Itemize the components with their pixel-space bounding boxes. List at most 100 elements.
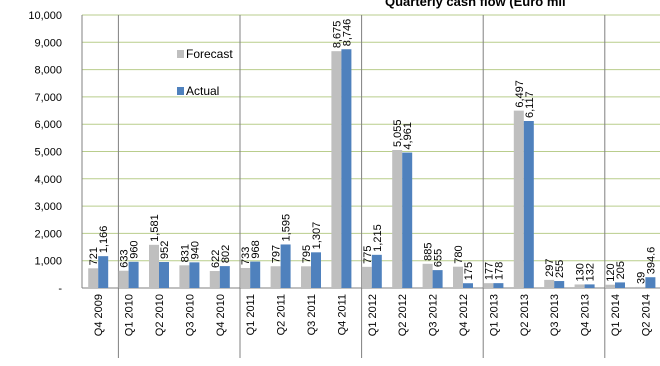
legend-label: Forecast [186,47,233,61]
legend-swatch [177,50,184,58]
bars [88,49,656,289]
forecast-data-label: 120 [605,263,617,281]
forecast-data-label: 297 [544,259,556,277]
forecast-bar [209,271,220,288]
x-tick-label: Q2 2011 [276,294,288,335]
forecast-bar [301,266,311,288]
x-tick-label: Q4 2013 [580,294,592,336]
forecast-data-label: 1,581 [149,214,161,242]
forecast-data-label: 5,055 [392,119,404,147]
forecast-bar [361,266,372,288]
y-tick-label: 3,000 [34,201,62,213]
actual-data-label: 952 [159,241,171,259]
legend: Forecast Actual [177,47,233,98]
forecast-data-label: 177 [483,262,495,280]
forecast-bar [544,279,555,288]
actual-data-label: 960 [129,240,141,258]
actual-data-label: 6,117 [524,91,536,118]
forecast-bar [149,244,159,288]
y-tick-label: 10,000 [28,10,62,22]
x-tick-label: Q4 2010 [215,294,227,336]
y-tick-label: - [58,283,62,295]
forecast-data-label: 633 [119,249,131,267]
x-tick-label: Q3 2011 [306,294,318,335]
x-tick-label: Q1 2010 [124,294,136,336]
forecast-bar [422,263,433,288]
actual-bar [98,256,109,288]
actual-data-label: 175 [463,262,475,280]
y-tick-label: 7,000 [34,92,62,104]
forecast-data-label: 622 [210,250,222,268]
actual-bar [402,152,413,288]
y-tick-label: 8,000 [34,65,62,77]
x-tick-label: Q1 2013 [488,294,500,336]
actual-data-label: 394.6 [645,247,657,275]
actual-bar [280,244,291,288]
actual-data-label: 1,166 [98,226,110,254]
actual-data-label: 1,215 [372,224,384,252]
actual-bar [615,282,625,288]
x-tick-label: Q2 2012 [397,294,409,336]
forecast-data-label: 721 [88,247,100,265]
forecast-data-label: 6,497 [514,80,526,108]
actual-data-label: 802 [220,245,232,263]
y-tick-label: 1,000 [34,256,62,268]
chart-title: Quarterly cash flow (Euro mil [385,0,566,9]
actual-data-label: 132 [585,263,597,281]
forecast-data-label: 775 [362,245,374,263]
y-tick-label: 2,000 [34,228,62,240]
actual-data-label: 8,746 [341,19,353,47]
y-tick-label: 5,000 [34,147,62,159]
y-tick-label: 9,000 [34,37,62,49]
forecast-bar [453,266,463,288]
forecast-data-label: 797 [271,245,283,263]
forecast-data-label: 780 [453,245,465,263]
actual-data-label: 655 [433,249,445,267]
forecast-bar [483,283,494,288]
actual-data-label: 968 [250,240,262,258]
x-tick-label: Q1 2012 [367,294,379,336]
forecast-bar [118,270,129,288]
forecast-data-label: 39 [635,272,647,284]
actual-data-label: 255 [554,260,566,278]
forecast-data-label: 795 [301,245,313,263]
x-tick-label: Q3 2010 [184,294,196,336]
actual-bar [128,261,139,288]
forecast-bar [240,267,251,288]
forecast-data-label: 885 [423,242,435,260]
x-tick-label: Q1 2014 [610,294,622,336]
legend-swatch [177,87,184,95]
forecast-bar [605,284,615,288]
y-tick-label: 6,000 [34,119,62,131]
gridlines [82,14,660,262]
x-tick-label: Q4 2012 [458,294,470,336]
forecast-bar [392,149,403,288]
x-tick-label: Q3 2012 [428,294,440,336]
forecast-data-label: 8,675 [331,21,343,49]
actual-bar [341,49,352,289]
actual-bar [584,284,595,288]
forecast-data-label: 831 [179,244,191,262]
x-tick-label: Q2 2010 [154,294,166,336]
actual-bar [371,254,382,288]
actual-bar [432,270,443,288]
actual-bar [463,283,473,288]
forecast-bar [88,268,99,288]
x-tick-label: Q4 2009 [93,294,105,336]
x-tick-label: Q2 2013 [519,294,531,336]
forecast-bar [331,51,342,288]
actual-bar [554,281,565,288]
actual-bar [523,121,534,289]
actual-data-label: 205 [615,261,627,279]
x-tick-label: Q3 2013 [549,294,561,336]
forecast-bar [179,265,190,288]
actual-bar [189,262,200,288]
actual-data-label: 940 [189,241,201,259]
y-tick-label: 4,000 [34,174,62,186]
actual-bar [250,261,261,288]
forecast-bar [513,110,524,288]
x-tick-label: Q4 2011 [336,294,348,335]
actual-data-label: 178 [493,262,505,280]
